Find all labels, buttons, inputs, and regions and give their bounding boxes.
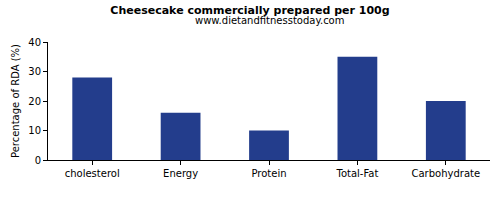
svg-text:40: 40: [28, 37, 41, 48]
svg-text:0: 0: [35, 155, 41, 166]
svg-text:Cheesecake commercially prepar: Cheesecake commercially prepared per 100…: [110, 4, 389, 17]
svg-text:Total-Fat: Total-Fat: [335, 168, 378, 179]
svg-text:cholesterol: cholesterol: [65, 168, 120, 179]
svg-text:30: 30: [28, 66, 41, 77]
svg-text:Percentage of RDA (%): Percentage of RDA (%): [10, 44, 21, 158]
svg-text:10: 10: [28, 125, 41, 136]
svg-text:Protein: Protein: [251, 168, 286, 179]
svg-text:Energy: Energy: [163, 168, 198, 179]
svg-text:Carbohydrate: Carbohydrate: [411, 168, 480, 179]
svg-text:20: 20: [28, 96, 41, 107]
svg-text:www.dietandfitnesstoday.com: www.dietandfitnesstoday.com: [195, 15, 344, 26]
